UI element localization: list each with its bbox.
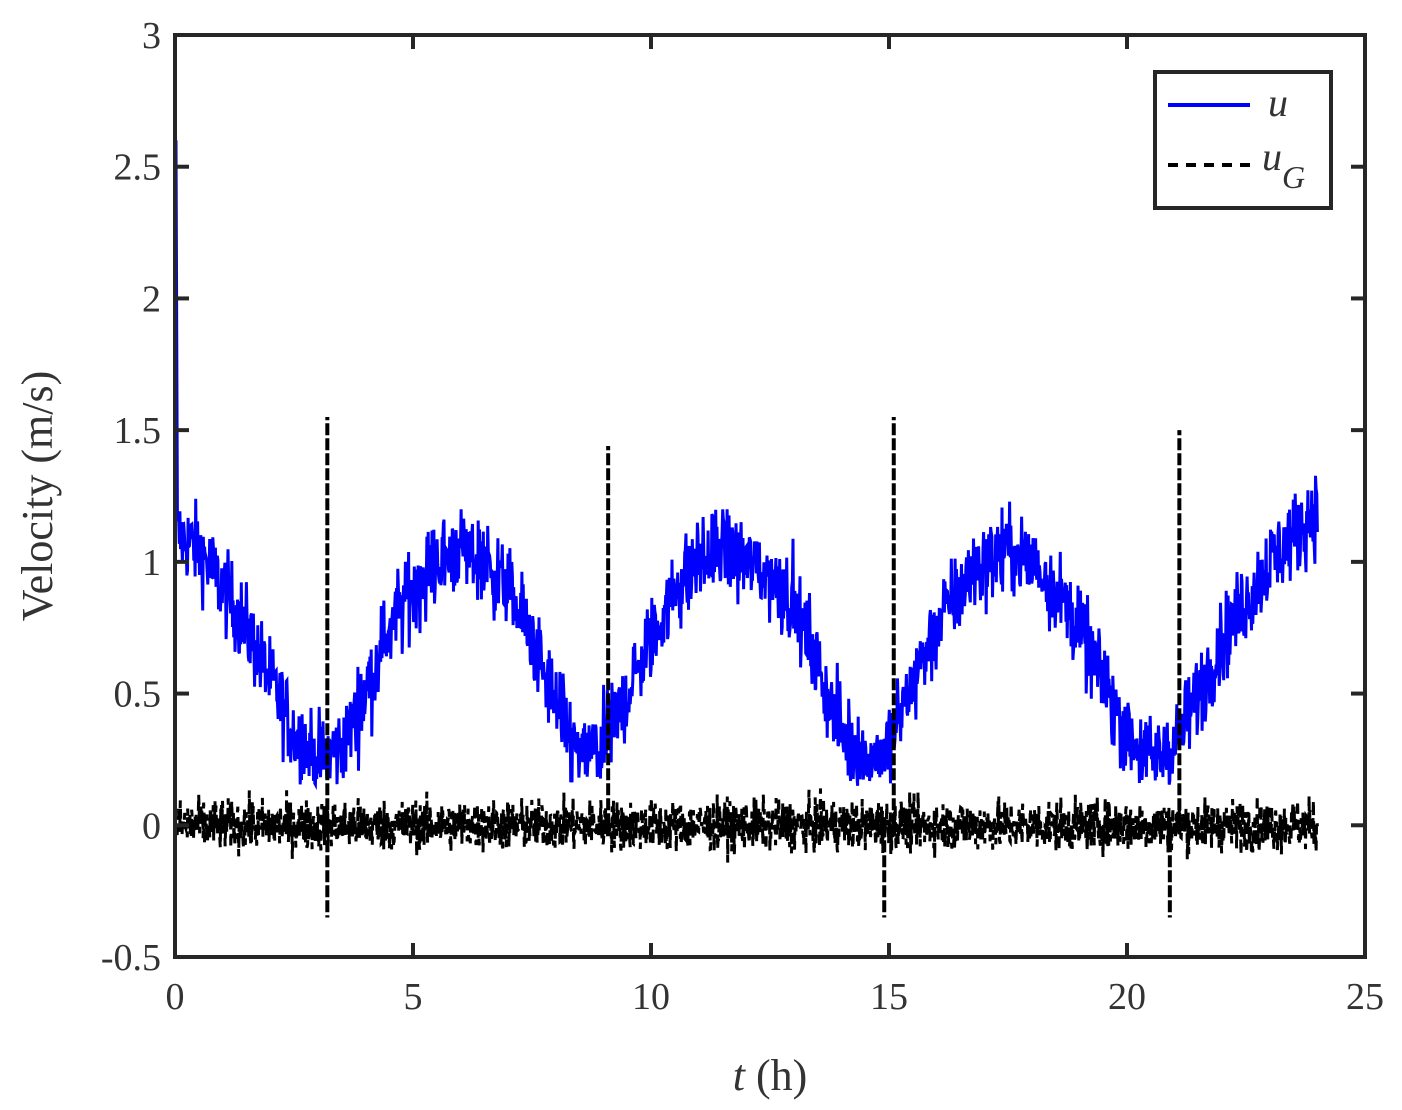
x-tick-label-4: 20	[1108, 976, 1146, 1018]
legend-label-ug: uG	[1262, 134, 1305, 195]
y-tick-label-5: 2	[142, 278, 161, 320]
y-axis-title: Velocity (m/s)	[13, 371, 62, 622]
x-axis-title-variable: t	[733, 1051, 747, 1100]
tick-layer: 0 5 10 15 20 25-0.500.511.522.53	[101, 15, 1384, 1018]
series-ug-line	[173, 788, 1319, 863]
x-tick-label-0: 0	[166, 976, 185, 1018]
x-axis-title-unit: (h)	[745, 1051, 807, 1100]
x-axis-title: t (h)	[733, 1051, 808, 1100]
legend: u uG	[1153, 70, 1333, 210]
plot-frame	[173, 33, 1367, 959]
legend-label-ug-sub: G	[1282, 159, 1305, 195]
x-tick-label-5: 25	[1346, 976, 1384, 1018]
legend-box	[1153, 70, 1333, 210]
y-tick-label-7: 3	[142, 15, 161, 57]
legend-label-u: u	[1268, 80, 1288, 125]
y-tick-label-2: 0.5	[114, 674, 162, 716]
y-tick-label-6: 2.5	[114, 147, 162, 189]
series-u-line	[173, 140, 1319, 826]
y-tick-label-0: -0.5	[101, 937, 161, 979]
legend-label-ug-main: u	[1262, 134, 1282, 179]
y-tick-label-4: 1.5	[114, 410, 162, 452]
x-tick-label-3: 15	[870, 976, 908, 1018]
x-tick-label-2: 10	[632, 976, 670, 1018]
y-tick-label-1: 0	[142, 805, 161, 847]
data-layer	[173, 140, 1319, 918]
y-tick-label-3: 1	[142, 542, 161, 584]
x-tick-label-1: 5	[404, 976, 423, 1018]
